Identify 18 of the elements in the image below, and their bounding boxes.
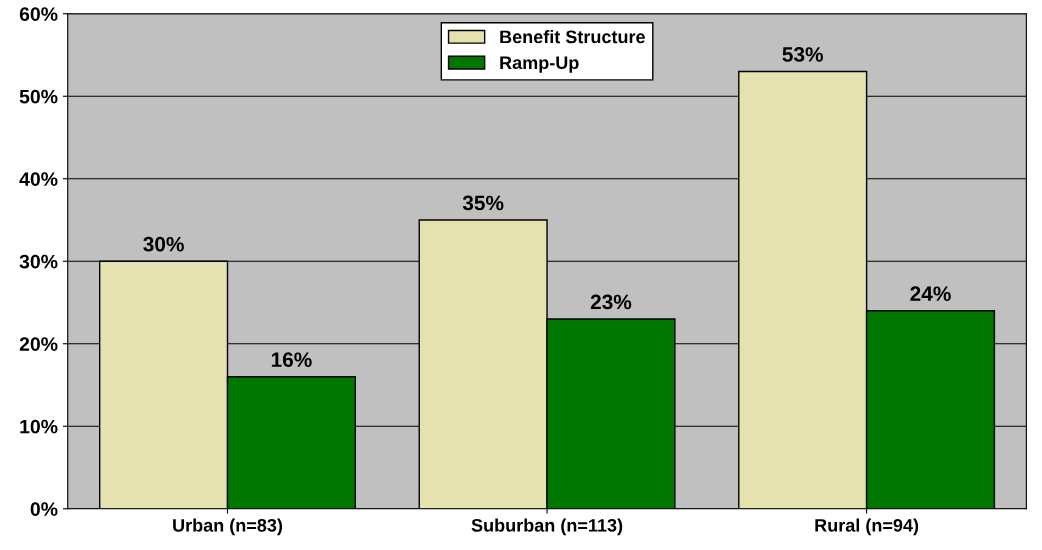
y-tick-label: 30% bbox=[19, 254, 58, 269]
y-tick-label: 60% bbox=[19, 7, 58, 21]
legend-label: Benefit Structure bbox=[500, 30, 645, 44]
legend-label: Ramp-Up bbox=[500, 56, 579, 73]
data-label: 24% bbox=[910, 286, 951, 302]
data-label: 23% bbox=[590, 294, 632, 310]
y-tick-label: 40% bbox=[19, 172, 58, 186]
y-tick-label: 0% bbox=[30, 502, 58, 516]
data-label: 16% bbox=[271, 352, 312, 368]
y-tick-label: 20% bbox=[19, 337, 58, 351]
x-tick-label: Rural (n=94) bbox=[815, 518, 919, 536]
data-label: 35% bbox=[462, 195, 504, 211]
x-tick-label: Urban (n=83) bbox=[173, 518, 283, 536]
data-label: 30% bbox=[143, 236, 184, 252]
data-label: 53% bbox=[782, 47, 823, 62]
y-tick-label: 50% bbox=[19, 89, 58, 104]
y-tick-label: 10% bbox=[20, 419, 58, 434]
x-tick-label: Suburban (n=113) bbox=[471, 518, 623, 536]
